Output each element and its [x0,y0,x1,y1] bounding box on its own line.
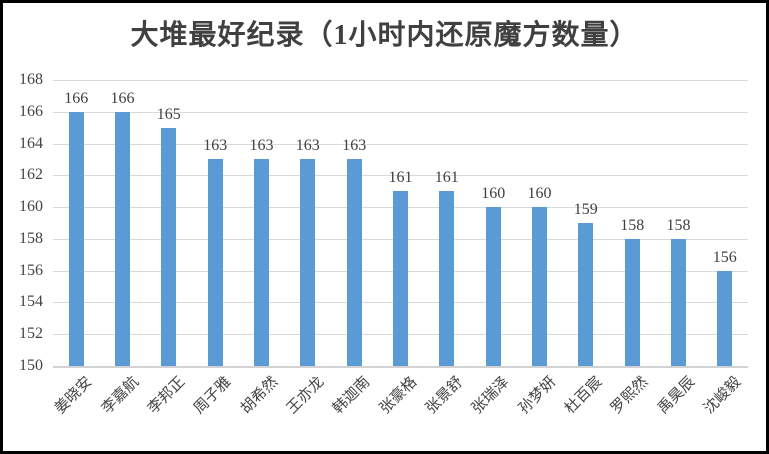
data-label: 158 [620,216,645,234]
data-label: 159 [573,201,598,218]
bar [161,127,177,366]
bar [68,111,84,366]
data-labels-layer: 166 166 165 163 163 163 163 161 161 160 160 159 158 1… [3,3,766,451]
y-axis-tick-label: 164 [19,135,43,152]
chart-title: 大堆最好纪录（1小时内还原魔方数量） [130,20,639,51]
gridline [53,144,748,145]
y-axis-labels: 150 152 154 156 158 160 162 164 166 168 [3,3,766,451]
data-label: 160 [481,185,506,203]
data-label: 161 [388,169,413,187]
bar [671,238,686,366]
y-axis-tick-label: 158 [19,230,43,247]
bar [300,159,316,366]
bar [624,238,640,366]
bar [254,159,269,366]
data-label: 163 [342,137,367,155]
y-axis-tick-label: 160 [19,198,43,215]
data-label: 163 [295,137,320,155]
data-label: 158 [666,216,691,234]
data-label: 165 [156,105,181,123]
bar [717,270,733,366]
data-label: 161 [434,169,459,187]
y-axis-tick-label: 154 [19,293,43,310]
bars-layer [3,3,766,451]
data-label: 166 [64,89,89,107]
data-label: 156 [712,248,737,266]
x-axis-labels: 姜晓安 李嘉航 李邦正 周子雅 胡希然 王亦龙 韩迦南 张豪格 张景舒 张瑞泽 孙梦妍 杜百宸 罗熙然禹… [3,3,766,451]
gridline [53,175,748,176]
bar [393,191,408,366]
y-axis-tick-label: 152 [19,325,43,342]
data-label: 163 [249,137,274,155]
bar [207,159,223,366]
y-axis-tick-label: 166 [19,103,43,120]
y-axis-tick-label: 150 [19,357,43,374]
gridline [53,80,748,81]
data-label: 160 [527,185,552,203]
x-axis-line [53,366,748,368]
y-axis-tick-label: 162 [19,166,43,183]
bar [485,207,501,366]
bar [346,159,362,366]
y-axis-tick-label: 156 [19,262,43,279]
bar [532,207,547,366]
y-axis-tick-label: 168 [19,71,43,88]
bar [115,111,130,366]
bar [439,191,455,366]
data-label: 166 [110,89,135,107]
data-label: 163 [203,137,228,155]
bar [578,223,594,366]
gridline [53,112,748,113]
